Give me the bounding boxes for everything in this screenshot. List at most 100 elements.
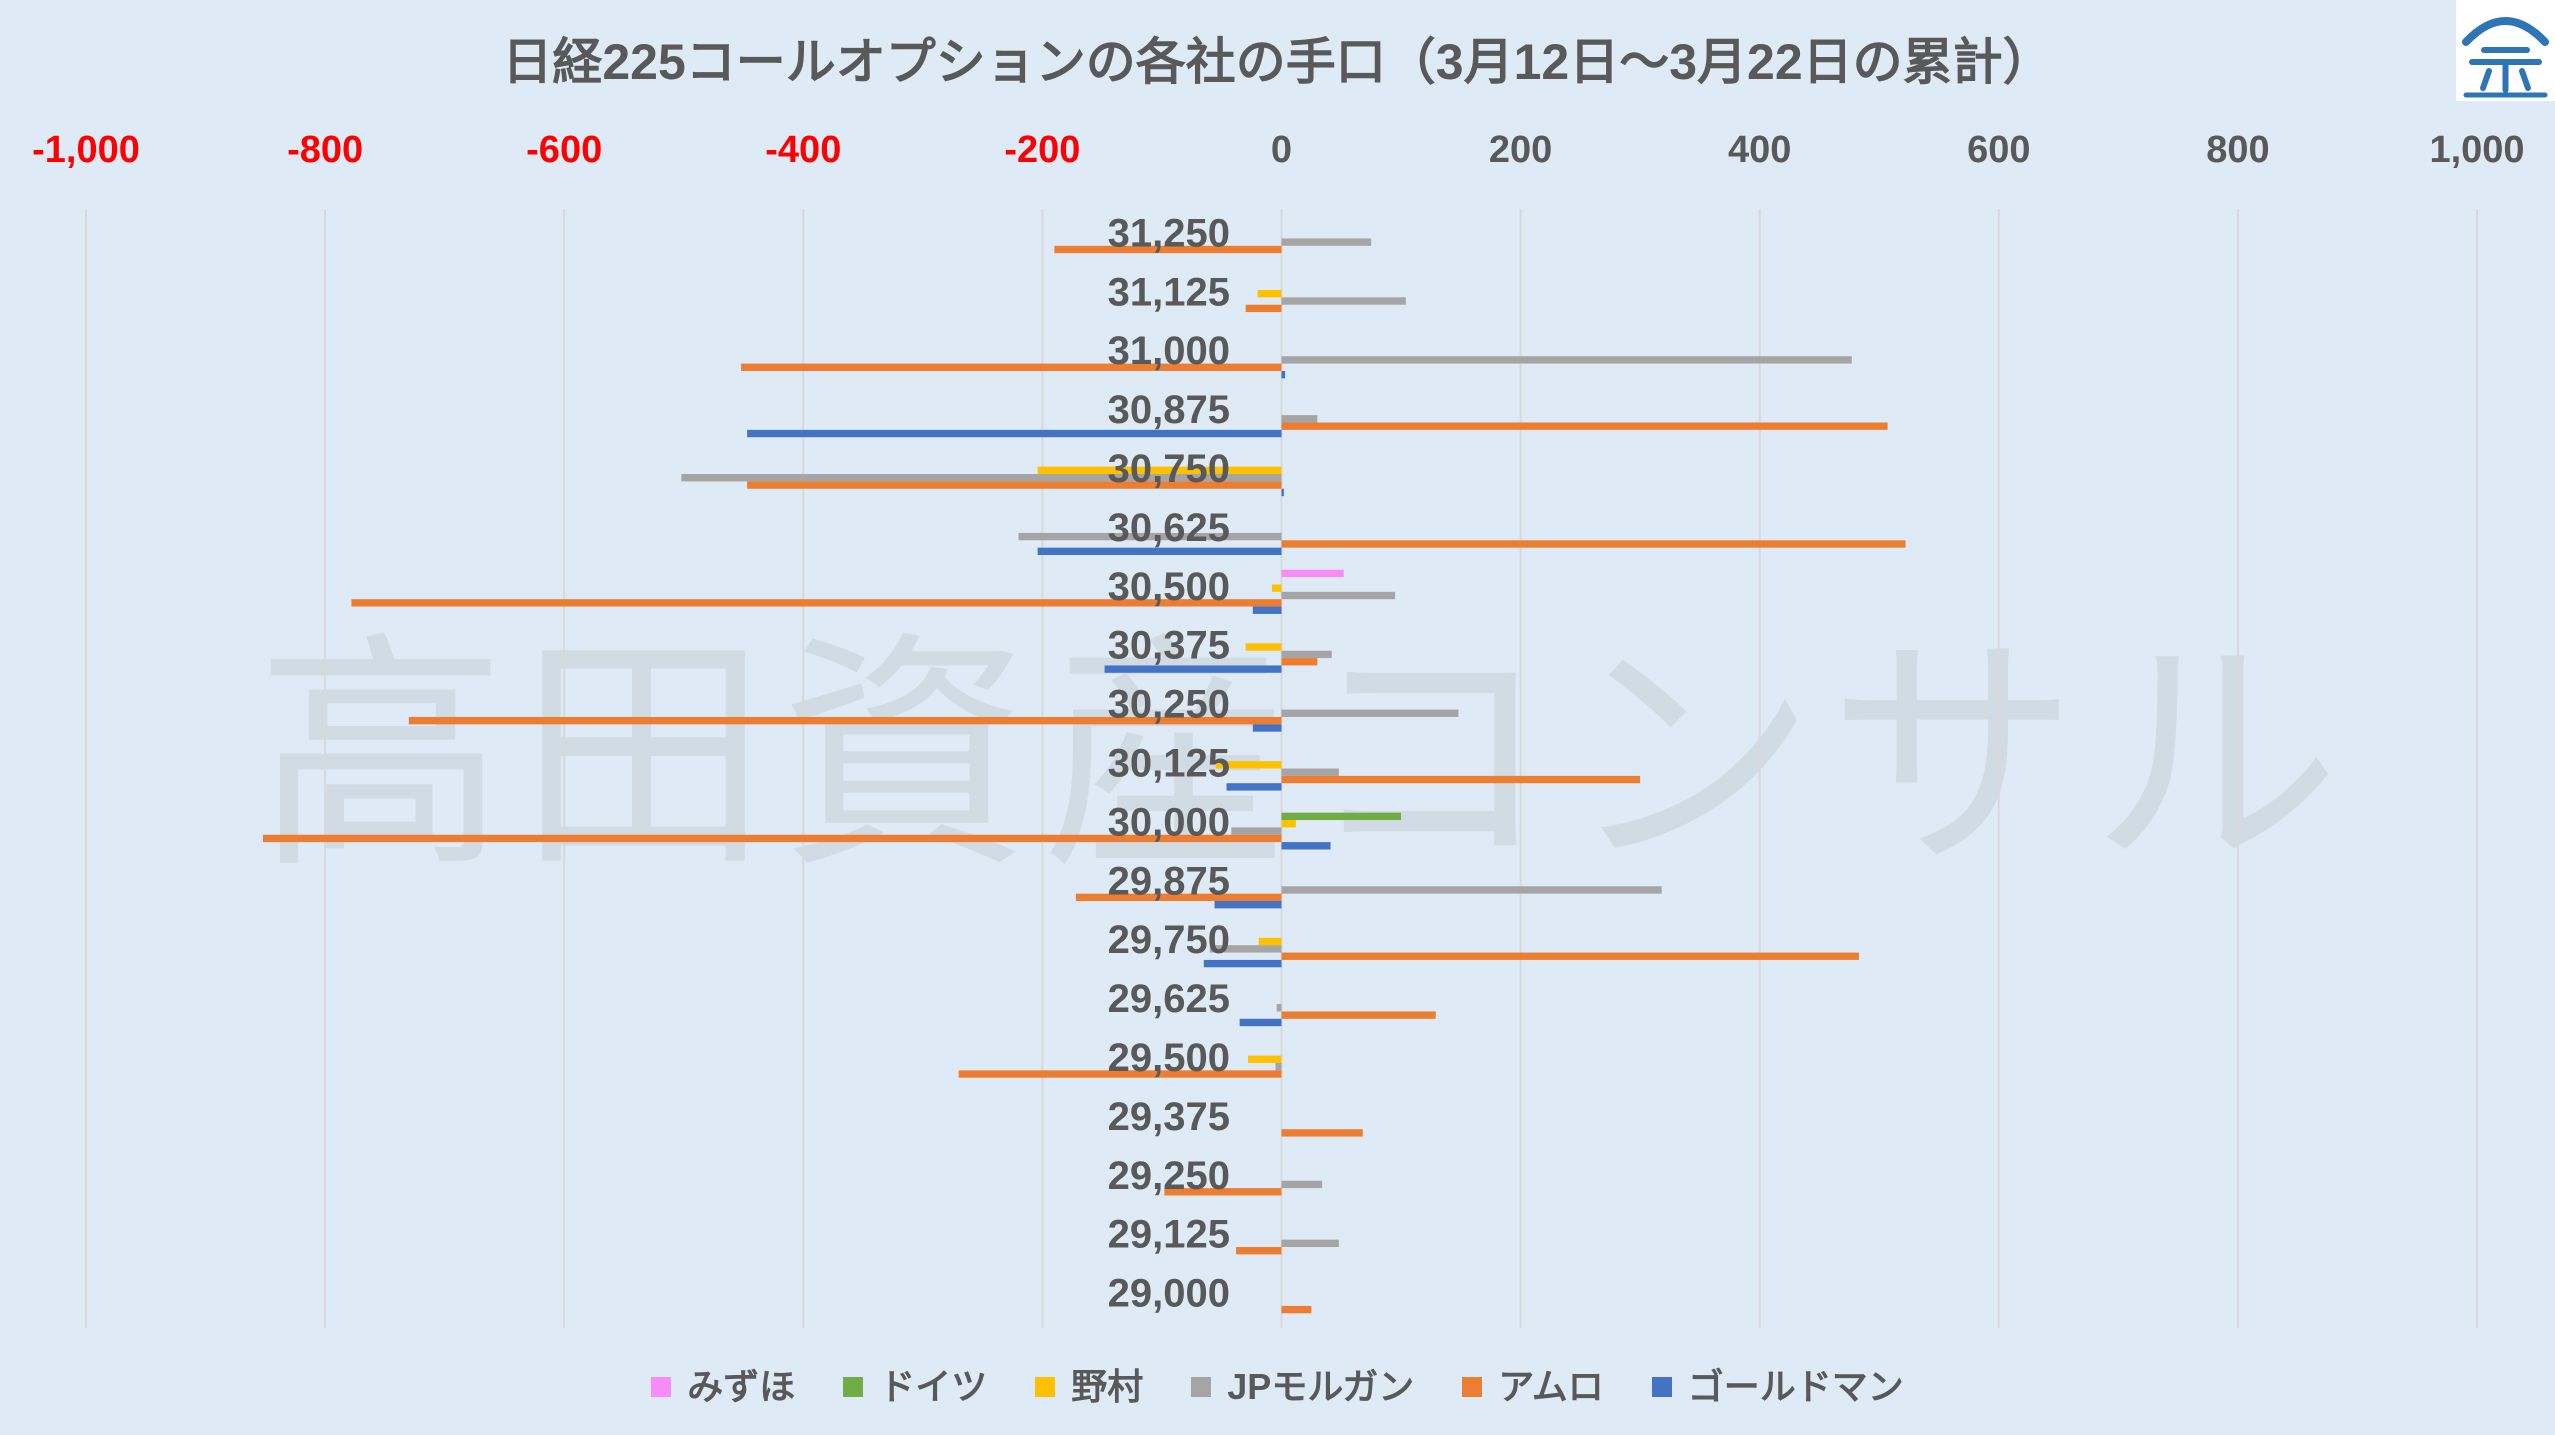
category-label: 29,750 (1108, 918, 1230, 962)
category-label: 30,125 (1108, 742, 1230, 786)
bar (1281, 297, 1406, 305)
bar (958, 1070, 1282, 1078)
category-label: 30,500 (1108, 565, 1230, 609)
bar (1281, 591, 1396, 600)
legend-item: JPモルガン (1191, 1365, 1414, 1409)
bar (1209, 945, 1282, 953)
bar (1075, 893, 1282, 902)
category-label: 31,000 (1108, 329, 1230, 373)
category-label: 30,375 (1108, 624, 1230, 668)
bar (1281, 356, 1852, 364)
bar (1281, 422, 1888, 430)
bar (681, 474, 1282, 482)
bar (1236, 1247, 1282, 1255)
category-label: 29,875 (1108, 859, 1230, 903)
house-logo-icon (2456, 0, 2555, 101)
legend-swatch (1462, 1377, 1483, 1397)
bar (1281, 886, 1662, 894)
bar (1281, 1239, 1339, 1248)
legend-swatch (1191, 1377, 1212, 1397)
bar (1164, 1188, 1282, 1196)
bar (1203, 959, 1282, 968)
bar (1214, 901, 1282, 909)
bar (1054, 245, 1282, 254)
bar (1281, 370, 1286, 379)
bar (1281, 952, 1859, 960)
bar (1252, 606, 1282, 614)
x-tick-label: 0 (1271, 129, 1292, 171)
bar (747, 481, 1282, 489)
legend-swatch (651, 1377, 672, 1397)
bar (747, 429, 1282, 438)
bar (1281, 238, 1372, 246)
bar (1104, 665, 1282, 673)
bar (1271, 584, 1282, 592)
bar (1281, 488, 1284, 497)
bar (1281, 1129, 1363, 1137)
bar (1281, 1305, 1312, 1314)
category-label: 30,750 (1108, 447, 1230, 491)
bar (1281, 540, 1906, 548)
bar (1231, 827, 1282, 835)
x-tick-label: -400 (765, 129, 841, 171)
bar (1281, 658, 1318, 666)
bar (1281, 768, 1339, 776)
bar (1248, 1055, 1282, 1063)
category-label: 29,500 (1108, 1036, 1230, 1080)
bar (408, 716, 1282, 725)
x-tick-label: 800 (2206, 129, 2269, 171)
legend-swatch (843, 1377, 864, 1397)
legend-item: みずほ (651, 1365, 795, 1409)
x-tick-label: 400 (1728, 129, 1791, 171)
bar (1281, 709, 1459, 717)
category-label: 31,250 (1108, 211, 1230, 255)
bar (1257, 289, 1282, 298)
x-tick-label: 600 (1967, 129, 2030, 171)
bar (1281, 569, 1344, 578)
bar (1281, 415, 1318, 423)
gridlines (85, 209, 2478, 1328)
x-tick-label: -200 (1004, 129, 1080, 171)
category-label: 30,000 (1108, 800, 1230, 844)
chart-title: 日経225コールオプションの各社の手口（3月12日～3月22日の累計） (502, 34, 2053, 90)
legend-label: アムロ (1498, 1366, 1604, 1407)
category-label: 30,875 (1108, 388, 1230, 432)
bar (351, 599, 1282, 607)
bar (1281, 650, 1332, 659)
legend-label: 野村 (1071, 1366, 1144, 1407)
category-label: 30,625 (1108, 506, 1230, 550)
bar (1245, 643, 1282, 651)
x-tick-label: -600 (526, 129, 602, 171)
bar (1281, 812, 1402, 821)
x-tick-label: 1,000 (2429, 129, 2524, 171)
legend-swatch (1651, 1377, 1672, 1397)
category-labels: 31,250 31,125 31,000 30,875 30,750 30,625 30,5… (1108, 211, 1230, 1315)
x-tick-label: -1,000 (32, 129, 140, 171)
x-tick-labels: -1,000 -800 -600 -400 -200 0 200 400 600 800 1,000 (32, 129, 2524, 171)
bar (1281, 842, 1331, 850)
category-label: 31,125 (1108, 270, 1230, 314)
legend-label: ゴールドマン (1687, 1366, 1904, 1407)
legend-item: ゴールドマン (1651, 1365, 1904, 1409)
x-tick-label: 200 (1489, 129, 1552, 171)
bar (1226, 783, 1282, 791)
bar (741, 363, 1282, 371)
category-label: 29,375 (1108, 1095, 1230, 1139)
category-label: 29,250 (1108, 1154, 1230, 1198)
legend-label: ドイツ (879, 1366, 988, 1407)
legend-item: アムロ (1462, 1365, 1604, 1409)
category-label: 29,000 (1108, 1272, 1230, 1316)
bars (262, 238, 1906, 1314)
bar (1037, 547, 1282, 556)
chart-legend: みずほ ドイツ 野村 JPモルガン アムロ ゴールドマン (0, 1362, 2555, 1412)
category-label: 30,250 (1108, 683, 1230, 727)
bar (1252, 724, 1282, 732)
bar (1239, 1018, 1282, 1027)
legend-item: 野村 (1035, 1365, 1143, 1409)
legend-swatch (1035, 1377, 1056, 1397)
bar (1245, 304, 1282, 313)
bar (1281, 1011, 1436, 1019)
bar (262, 834, 1282, 843)
bar (1018, 532, 1282, 541)
